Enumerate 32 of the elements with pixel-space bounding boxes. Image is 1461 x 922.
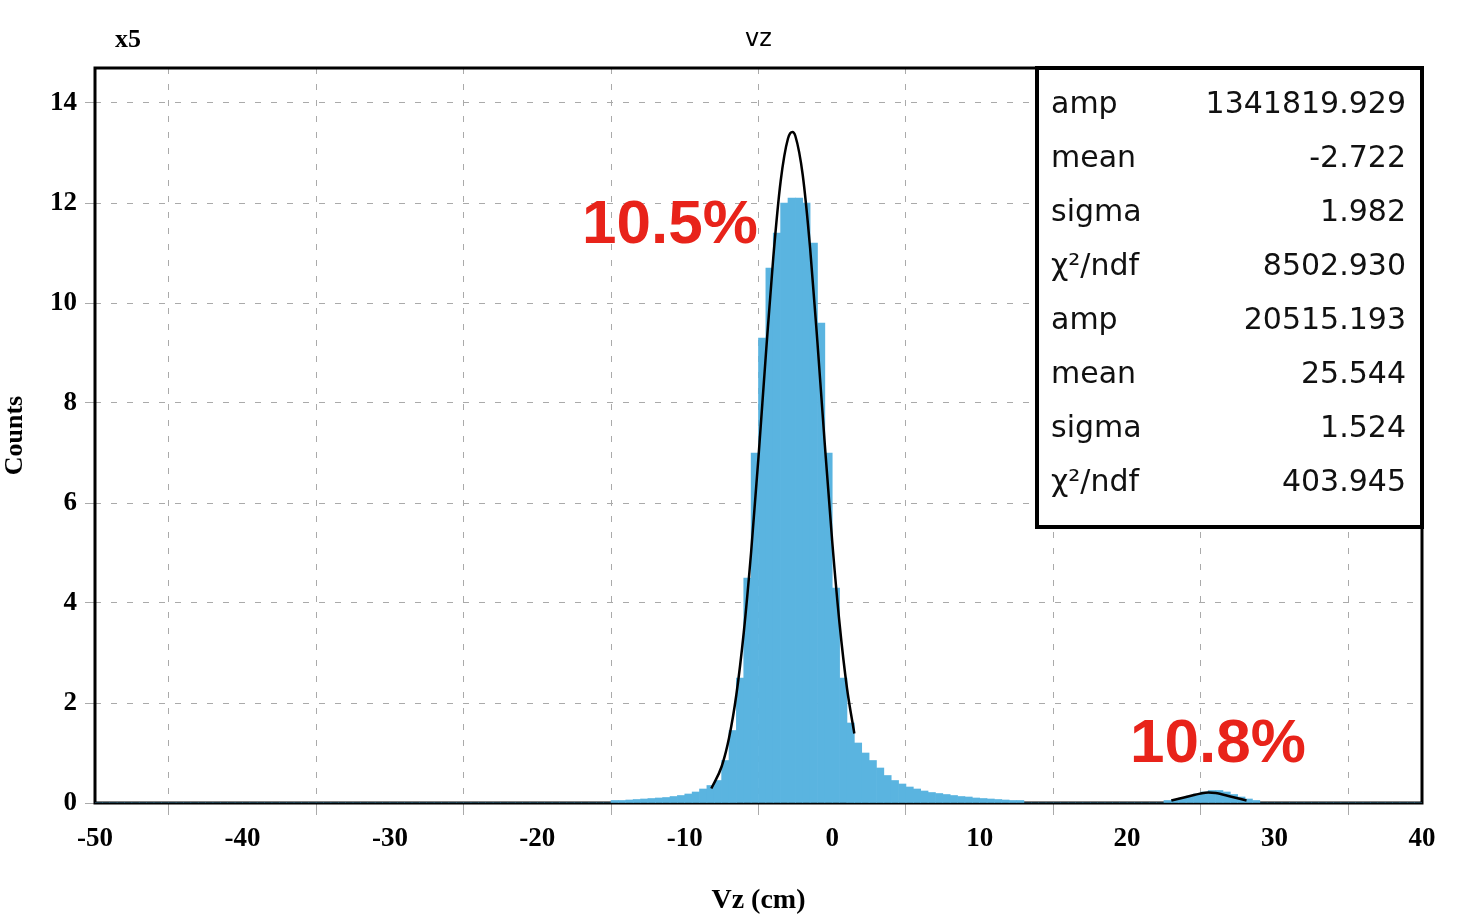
text: amp 1341819.929 — [1051, 84, 1406, 120]
y-tick-label: 12 — [50, 185, 77, 216]
text: x5 — [115, 23, 141, 53]
x-tick-label: -50 — [77, 822, 113, 853]
y-tick-label: 8 — [63, 385, 77, 416]
x-tick-label: 40 — [1408, 822, 1436, 853]
text: χ²/ndf 403.945 — [1051, 462, 1406, 498]
y-axis-title: Counts — [0, 395, 29, 476]
text: sigma 1.982 — [1051, 192, 1406, 228]
y-tick-label: 2 — [63, 685, 77, 716]
x-tick-label: 20 — [1113, 822, 1141, 853]
y-tick-label: 0 — [63, 785, 77, 816]
x-tick-label: -40 — [224, 822, 261, 853]
x-axis-title: Vz (cm) — [711, 883, 806, 915]
x-tick-label: 0 — [825, 822, 839, 853]
annotation: 10.8% — [1130, 706, 1306, 776]
y-tick-label: 10 — [50, 285, 77, 316]
text: χ²/ndf 8502.930 — [1051, 246, 1406, 282]
annotation: 10.5% — [582, 187, 758, 257]
x-tick-label: -20 — [519, 822, 556, 853]
y-tick-label: 14 — [50, 85, 77, 116]
x-tick-label: -10 — [666, 822, 703, 853]
x-tick-label: 10 — [966, 822, 994, 853]
y-tick-label: 4 — [63, 585, 77, 616]
text: amp 20515.193 — [1051, 300, 1406, 336]
text: mean -2.722 — [1051, 138, 1406, 174]
text: mean 25.544 — [1051, 354, 1406, 390]
y-tick-label: 6 — [63, 485, 77, 516]
x-tick-label: -30 — [371, 822, 408, 853]
chart-title: vz — [745, 24, 772, 53]
x-tick-label: 30 — [1261, 822, 1289, 853]
text: sigma 1.524 — [1051, 408, 1406, 444]
